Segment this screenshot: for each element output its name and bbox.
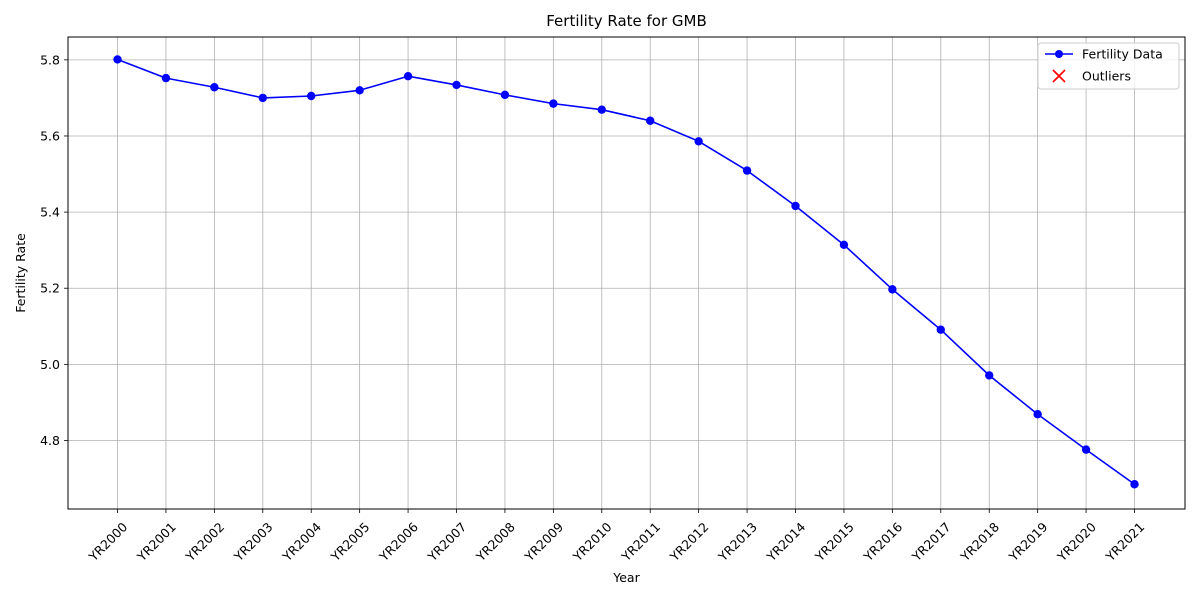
data-point [597, 105, 606, 114]
data-point [161, 73, 171, 83]
y-tick-label: 5.4 [40, 205, 60, 220]
data-point [307, 91, 316, 101]
legend: Fertility Data Outliers [1037, 42, 1180, 90]
data-point [936, 325, 945, 334]
data-point [258, 93, 267, 103]
data-point [1130, 480, 1139, 489]
legend-label-series: Fertility Data [1082, 47, 1163, 62]
y-tick-label: 5.2 [40, 281, 60, 296]
data-point [403, 72, 413, 81]
data-point [500, 90, 510, 100]
data-point [791, 201, 800, 211]
data-point [1033, 410, 1042, 419]
y-tick-label: 5.8 [40, 52, 60, 67]
legend-box [1037, 42, 1180, 90]
data-point [1081, 445, 1091, 454]
data-point [839, 240, 849, 250]
legend-label-outliers: Outliers [1082, 69, 1131, 84]
legend-outlier-x-icon [1052, 69, 1066, 83]
y-tick-label: 4.8 [40, 433, 60, 448]
data-point [888, 285, 897, 294]
data-point [549, 99, 558, 108]
data-point [113, 55, 122, 64]
chart-title: Fertility Rate for GMB [546, 12, 707, 30]
data-point [985, 371, 994, 380]
data-point [355, 86, 364, 95]
data-point [742, 166, 752, 175]
legend-marker-icon [1055, 50, 1063, 58]
series-layer [113, 55, 1139, 489]
x-axis-label: Year [612, 570, 640, 585]
data-point [694, 137, 703, 146]
series-line [117, 58, 1135, 485]
data-point [452, 80, 461, 90]
y-tick-label: 5.6 [40, 128, 60, 143]
y-tick-label: 5.0 [40, 357, 60, 372]
plot-frame [67, 36, 1186, 510]
grid [68, 37, 1185, 509]
data-point [646, 116, 655, 125]
y-axis-label: Fertility Rate [13, 233, 28, 313]
data-point [210, 83, 219, 92]
